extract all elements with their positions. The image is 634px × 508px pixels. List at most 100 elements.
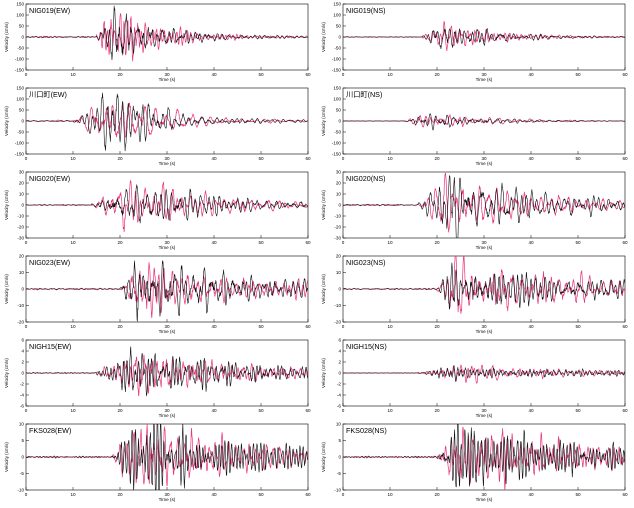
waveform-panel: -150 -100 -50 0 50 100 150 0 10 20 30 40 50 60 Time (s… — [321, 86, 628, 166]
y-tick-label: 30 — [336, 170, 342, 175]
y-tick-label: -50 — [17, 46, 24, 51]
y-axis-label: Velocity (cm/s) — [321, 190, 326, 220]
waveform-panel: -30 -20 -10 0 10 20 30 0 10 20 30 40 50 60 Time (s) Vel… — [4, 170, 311, 250]
x-tick-label: 10 — [70, 324, 76, 329]
x-tick-label: 60 — [305, 408, 311, 413]
panel-title: NIG023(EW) — [29, 258, 70, 267]
y-tick-label: 150 — [333, 2, 341, 7]
y-axis-label: Velocity (cm/s) — [4, 274, 9, 304]
y-tick-label: -100 — [332, 57, 342, 62]
x-tick-label: 50 — [575, 72, 581, 77]
y-tick-label: 100 — [16, 13, 24, 18]
x-tick-label: 50 — [258, 408, 264, 413]
x-tick-label: 0 — [25, 240, 28, 245]
x-tick-label: 40 — [211, 156, 217, 161]
observed-trace — [26, 92, 308, 152]
y-tick-label: 150 — [333, 86, 341, 91]
y-tick-label: 0 — [21, 287, 24, 292]
synthetic-trace — [343, 256, 625, 314]
panel-title: FKS028(NS) — [346, 426, 387, 435]
y-tick-label: -5 — [20, 471, 25, 476]
x-tick-label: 40 — [528, 324, 534, 329]
y-tick-label: 0 — [21, 119, 24, 124]
waveform-panel: -20 -10 0 10 20 0 10 20 30 40 50 60 Time (s) Velocity… — [4, 254, 311, 334]
y-tick-label: 10 — [336, 422, 342, 427]
x-tick-label: 20 — [117, 492, 123, 497]
x-tick-label: 10 — [387, 156, 393, 161]
x-tick-label: 60 — [622, 156, 628, 161]
y-tick-label: 50 — [19, 108, 25, 113]
x-axis-label: Time (s) — [159, 245, 176, 250]
x-tick-label: 60 — [305, 72, 311, 77]
panel-title: FKS028(EW) — [29, 426, 71, 435]
waveform-panel: -10 -5 0 5 10 0 10 20 30 40 50 60 Time (s) Velocity (… — [4, 422, 311, 502]
y-tick-label: -100 — [332, 141, 342, 146]
y-tick-label: -5 — [337, 471, 342, 476]
x-tick-label: 20 — [117, 408, 123, 413]
y-tick-label: 10 — [19, 270, 25, 275]
y-tick-label: 0 — [338, 203, 341, 208]
x-tick-label: 50 — [575, 324, 581, 329]
y-tick-label: 0 — [338, 455, 341, 460]
y-tick-label: -30 — [17, 236, 24, 241]
x-tick-label: 20 — [434, 492, 440, 497]
y-tick-label: 20 — [19, 254, 25, 259]
x-tick-label: 20 — [117, 72, 123, 77]
panel-title: 川口町(NS) — [346, 90, 382, 99]
y-tick-label: -100 — [15, 57, 25, 62]
synthetic-trace — [26, 354, 308, 397]
x-tick-label: 0 — [25, 408, 28, 413]
x-tick-label: 30 — [481, 156, 487, 161]
waveform-panel: -150 -100 -50 0 50 100 150 0 10 20 30 40 50 60 Time (s… — [321, 2, 628, 82]
observed-trace — [26, 184, 308, 224]
x-tick-label: 30 — [164, 408, 170, 413]
x-tick-label: 50 — [258, 324, 264, 329]
x-tick-label: 60 — [305, 492, 311, 497]
panel-title: NIG020(NS) — [346, 174, 386, 183]
y-tick-label: 2 — [21, 360, 24, 365]
y-tick-label: 10 — [336, 270, 342, 275]
y-tick-label: -10 — [334, 488, 341, 493]
x-tick-label: 60 — [622, 324, 628, 329]
y-tick-label: -2 — [20, 382, 25, 387]
x-tick-label: 0 — [25, 492, 28, 497]
x-tick-label: 30 — [164, 72, 170, 77]
x-tick-label: 20 — [117, 324, 123, 329]
observed-trace — [343, 27, 625, 49]
x-tick-label: 30 — [164, 240, 170, 245]
y-tick-label: -10 — [334, 214, 341, 219]
panel-title: NIG020(EW) — [29, 174, 70, 183]
y-tick-label: 50 — [19, 24, 25, 29]
x-tick-label: 0 — [342, 156, 345, 161]
x-tick-label: 50 — [575, 492, 581, 497]
x-tick-label: 20 — [117, 240, 123, 245]
x-tick-label: 40 — [528, 156, 534, 161]
x-tick-label: 30 — [164, 492, 170, 497]
y-tick-label: 150 — [16, 2, 24, 7]
y-tick-label: -2 — [337, 382, 342, 387]
x-tick-label: 0 — [342, 408, 345, 413]
y-tick-label: -150 — [332, 68, 342, 73]
y-tick-label: 2 — [338, 360, 341, 365]
x-tick-label: 30 — [481, 492, 487, 497]
y-tick-label: 0 — [338, 35, 341, 40]
y-tick-label: 10 — [336, 192, 342, 197]
x-tick-label: 50 — [575, 240, 581, 245]
y-tick-label: -150 — [332, 152, 342, 157]
y-tick-label: -6 — [337, 404, 342, 409]
observed-trace — [26, 260, 308, 322]
y-tick-label: 50 — [336, 108, 342, 113]
y-tick-label: 0 — [21, 35, 24, 40]
y-tick-label: -30 — [334, 236, 341, 241]
y-tick-label: -10 — [17, 214, 24, 219]
x-tick-label: 20 — [434, 324, 440, 329]
y-tick-label: 0 — [338, 371, 341, 376]
x-tick-label: 0 — [342, 72, 345, 77]
y-tick-label: 4 — [338, 349, 341, 354]
x-tick-label: 30 — [481, 72, 487, 77]
x-tick-label: 10 — [70, 240, 76, 245]
y-tick-label: 4 — [21, 349, 24, 354]
y-tick-label: -10 — [17, 488, 24, 493]
